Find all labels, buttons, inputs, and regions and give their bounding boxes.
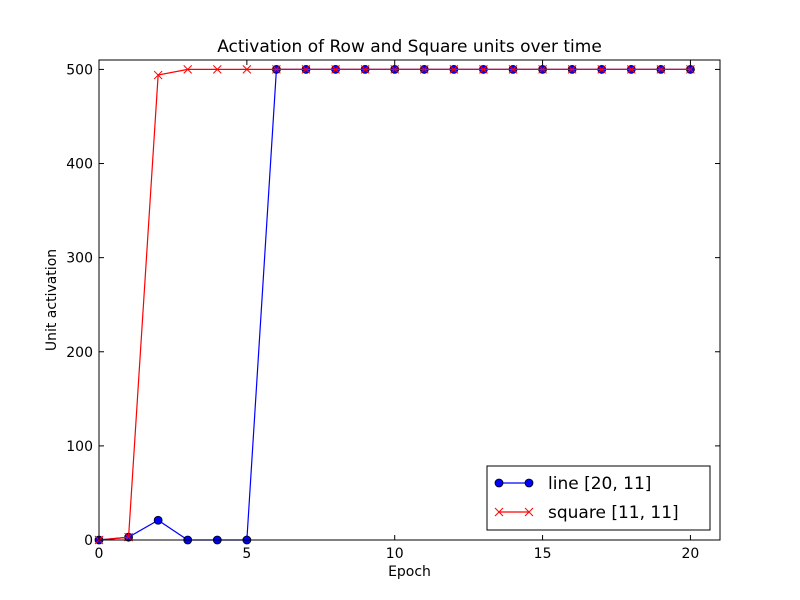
- x-tick-label: 20: [682, 546, 700, 562]
- x-marker-stroke: [212, 65, 222, 74]
- legend-marker: [494, 507, 504, 517]
- legend-item: line [20, 11]: [494, 474, 651, 494]
- x-marker-stroke: [479, 65, 488, 74]
- x-marker: [360, 65, 370, 74]
- x-marker: [272, 65, 281, 74]
- x-marker: [479, 65, 488, 74]
- legend-label: square [11, 11]: [548, 503, 679, 523]
- x-marker-stroke: [419, 65, 429, 74]
- chart-title: Activation of Row and Square units over …: [217, 37, 602, 57]
- x-marker-stroke: [153, 70, 163, 80]
- x-marker: [183, 65, 193, 74]
- x-marker: [242, 65, 252, 74]
- x-marker-stroke: [242, 65, 252, 74]
- x-marker: [331, 65, 340, 74]
- x-marker-stroke: [360, 65, 370, 74]
- legend: line [20, 11] square [11, 11]: [486, 465, 711, 531]
- x-marker-stroke: [508, 65, 518, 74]
- x-tick-label: 0: [95, 546, 104, 562]
- x-marker: [626, 65, 636, 74]
- legend-marker: [494, 478, 504, 488]
- x-marker-stroke: [183, 65, 193, 74]
- y-tick-label: 200: [66, 345, 93, 361]
- x-marker: [301, 65, 311, 74]
- x-marker: [567, 65, 577, 74]
- y-tick-label: 300: [66, 251, 93, 267]
- x-marker: [656, 65, 666, 74]
- x-marker-stroke: [390, 65, 400, 74]
- y-tick-label: 400: [66, 157, 93, 173]
- x-tick-label: 15: [534, 546, 552, 562]
- x-marker: [212, 65, 222, 74]
- x-marker-stroke: [494, 507, 504, 517]
- circle-marker: [153, 515, 163, 525]
- x-marker: [508, 65, 518, 74]
- x-marker-stroke: [597, 65, 607, 74]
- x-tick-label: 10: [386, 546, 404, 562]
- x-marker-stroke: [449, 65, 459, 74]
- x-marker-stroke: [626, 65, 636, 74]
- x-marker: [419, 65, 429, 74]
- legend-item: square [11, 11]: [494, 503, 679, 523]
- x-axis-title: Epoch: [388, 564, 431, 580]
- x-marker: [449, 65, 459, 74]
- x-marker: [390, 65, 400, 74]
- y-tick-label: 100: [66, 439, 93, 455]
- x-marker-stroke: [524, 507, 534, 517]
- plot-frame: [98, 59, 721, 541]
- y-axis-title: Unit activation: [44, 249, 60, 351]
- legend-items: line [20, 11] square [11, 11]: [494, 474, 679, 523]
- x-marker: [538, 65, 547, 74]
- x-marker-stroke: [301, 65, 311, 74]
- x-marker-stroke: [331, 65, 340, 74]
- x-marker-stroke: [538, 65, 547, 74]
- x-marker: [686, 65, 695, 74]
- x-marker: [153, 70, 163, 80]
- x-marker-stroke: [567, 65, 577, 74]
- x-marker-stroke: [656, 65, 666, 74]
- legend-box: [486, 465, 711, 531]
- y-tick-label: 500: [66, 62, 93, 78]
- series-square: [94, 65, 695, 545]
- legend-label: line [20, 11]: [548, 474, 651, 494]
- x-marker-stroke: [272, 65, 281, 74]
- x-marker-stroke: [686, 65, 695, 74]
- legend-marker: [524, 507, 534, 517]
- legend-marker: [524, 478, 534, 488]
- x-tick-label: 5: [242, 546, 251, 562]
- y-tick-label: 0: [84, 533, 93, 549]
- x-marker: [597, 65, 607, 74]
